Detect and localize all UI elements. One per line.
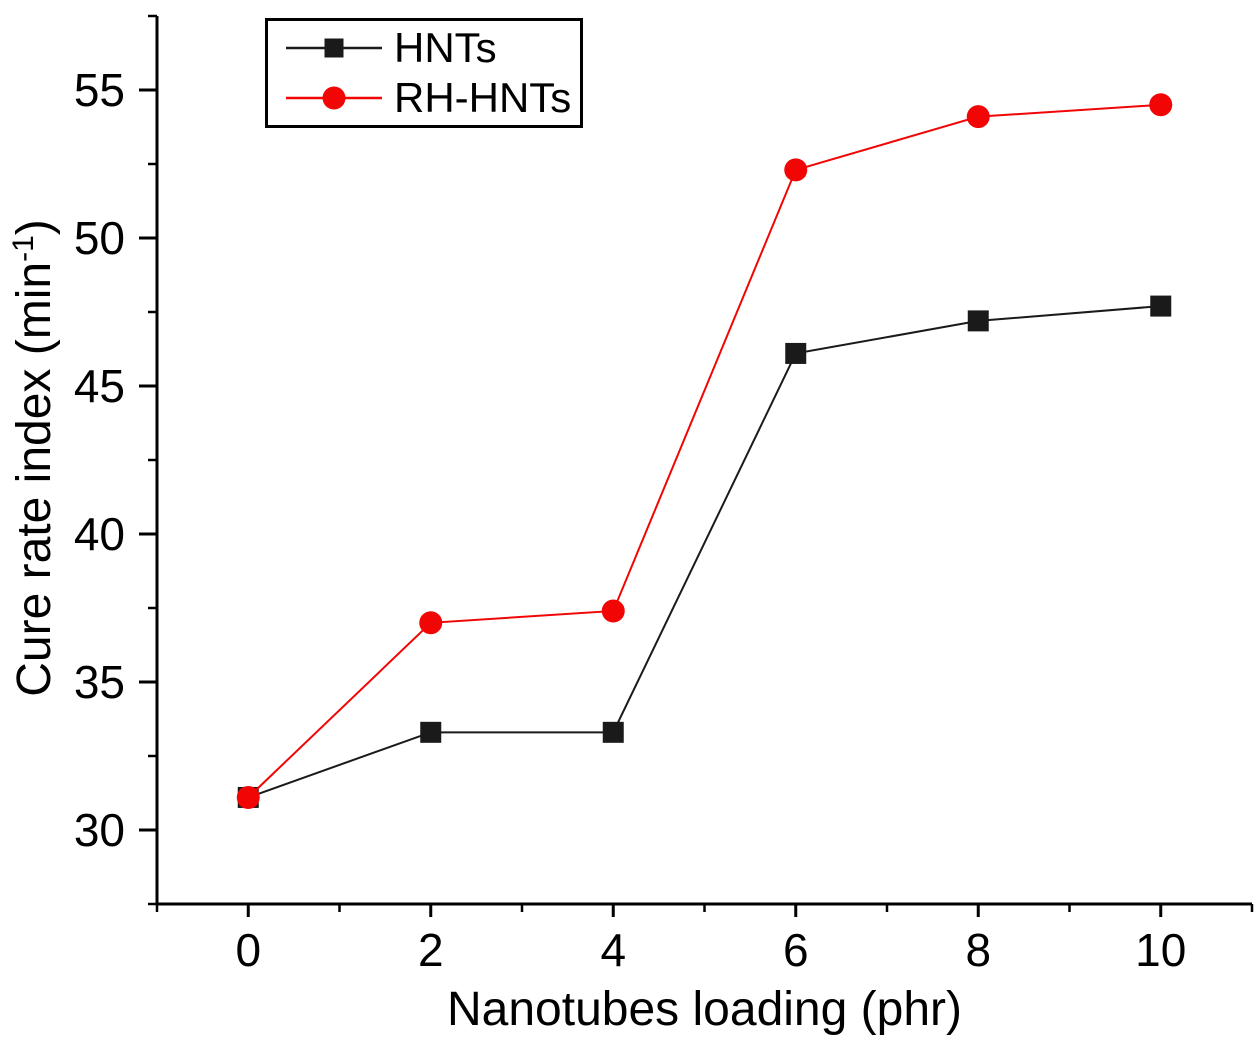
- legend-label-rh-hnts: RH-HNTs: [394, 74, 572, 121]
- y-tick-label: 55: [74, 64, 125, 116]
- rh-hnts-point-2: [419, 611, 443, 635]
- y-axis-title: Cure rate index (min-1): [5, 0, 65, 958]
- rh-hnts-point-8: [966, 105, 990, 129]
- y-axis-title-close: ): [8, 219, 61, 236]
- y-axis-title-base: Cure rate index (min: [8, 261, 61, 697]
- x-tick-label: 4: [600, 924, 626, 976]
- x-tick-label: 6: [783, 924, 809, 976]
- hnts-point-8: [967, 310, 989, 332]
- x-tick-label: 0: [235, 924, 261, 976]
- x-tick-label: 8: [965, 924, 991, 976]
- legend: HNTs RH-HNTs: [265, 18, 583, 128]
- y-axis-title-superscript: -1: [7, 235, 40, 262]
- rh-hnts-point-4: [601, 599, 625, 623]
- y-tick-label: 35: [74, 656, 125, 708]
- rh-hnts-legend-circle: [322, 86, 346, 110]
- legend-item-hnts: HNTs: [268, 23, 580, 73]
- rh-hnts-line: [247, 103, 1161, 799]
- hnts-line: [247, 305, 1161, 799]
- y-tick-label: 50: [74, 212, 125, 264]
- hnts-legend-marker: [286, 38, 382, 58]
- hnts-point-4: [602, 721, 624, 743]
- rh-hnts-legend-marker: [286, 86, 382, 110]
- rh-hnts-point-6: [784, 158, 808, 182]
- y-tick-label: 40: [74, 508, 125, 560]
- x-axis-title: Nanotubes loading (phr): [447, 983, 962, 1036]
- hnts-point-10: [1150, 295, 1172, 317]
- hnts-legend-square: [324, 38, 344, 58]
- x-tick-label: 10: [1135, 924, 1186, 976]
- rh-hnts-point-10: [1149, 93, 1173, 117]
- legend-label-hnts: HNTs: [394, 24, 497, 71]
- y-tick-label: 45: [74, 360, 125, 412]
- hnts-point-2: [420, 721, 442, 743]
- x-tick-label: 2: [418, 924, 444, 976]
- hnts-point-6: [785, 342, 807, 364]
- y-tick-label: 30: [74, 804, 125, 856]
- legend-item-rh-hnts: RH-HNTs: [268, 73, 580, 123]
- rh-hnts-point-0: [236, 785, 260, 809]
